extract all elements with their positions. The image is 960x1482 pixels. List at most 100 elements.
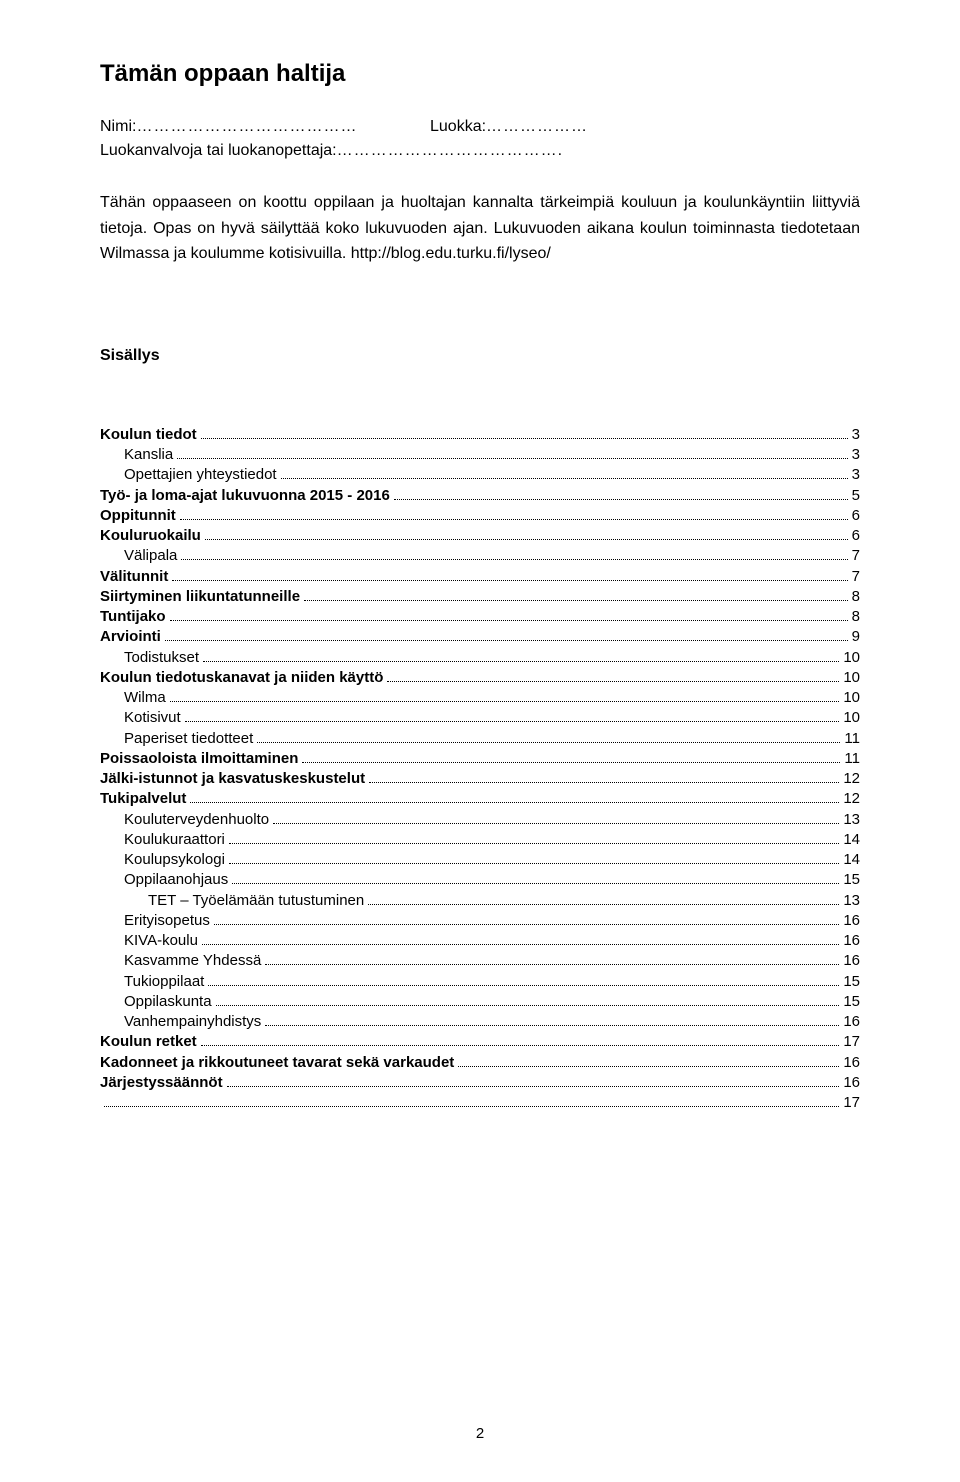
toc-dots bbox=[229, 863, 839, 864]
toc-dots bbox=[202, 944, 839, 945]
toc-page: 9 bbox=[852, 627, 860, 647]
toc-dots bbox=[180, 519, 848, 520]
toc-row: Kadonneet ja rikkoutuneet tavarat sekä v… bbox=[100, 1053, 860, 1073]
teacher-dots: …………………………………. bbox=[337, 142, 563, 159]
toc-row: Siirtyminen liikuntatunneille8 bbox=[100, 587, 860, 607]
toc-dots bbox=[257, 742, 840, 743]
toc-row: Työ- ja loma-ajat lukuvuonna 2015 - 2016… bbox=[100, 486, 860, 506]
toc-dots bbox=[170, 701, 840, 702]
toc-page: 15 bbox=[843, 870, 860, 890]
name-row: Nimi:………………………………… Luokka:……………… bbox=[100, 118, 860, 136]
toc-row: TET – Työelämään tutustuminen 13 bbox=[100, 891, 860, 911]
toc-row: Kanslia3 bbox=[100, 445, 860, 465]
toc-label: Jälki-istunnot ja kasvatuskeskustelut bbox=[100, 769, 365, 789]
toc-dots bbox=[177, 458, 847, 459]
toc-page: 6 bbox=[852, 526, 860, 546]
toc-page: 12 bbox=[843, 789, 860, 809]
toc-page: 16 bbox=[843, 1073, 860, 1093]
toc-label: Koulukuraattori bbox=[100, 830, 225, 850]
toc-label: Tukioppilaat bbox=[100, 972, 204, 992]
name-label: Nimi: bbox=[100, 118, 136, 135]
toc-page: 7 bbox=[852, 546, 860, 566]
toc-label: Erityisopetus bbox=[100, 911, 210, 931]
toc-dots bbox=[232, 883, 839, 884]
toc-row: Jälki-istunnot ja kasvatuskeskustelut 12 bbox=[100, 769, 860, 789]
toc-label: Työ- ja loma-ajat lukuvuonna 2015 - 2016 bbox=[100, 486, 390, 506]
toc-row: Koulukuraattori14 bbox=[100, 830, 860, 850]
toc-row: Koulun tiedot3 bbox=[100, 425, 860, 445]
toc-label: Todistukset bbox=[100, 648, 199, 668]
toc-label: Koulupsykologi bbox=[100, 850, 225, 870]
toc-row: Paperiset tiedotteet11 bbox=[100, 729, 860, 749]
toc-label: Kotisivut bbox=[100, 708, 181, 728]
toc-row: Poissaoloista ilmoittaminen 11 bbox=[100, 749, 860, 769]
toc-page: 7 bbox=[852, 567, 860, 587]
toc-label: Vanhempainyhdistys bbox=[100, 1012, 261, 1032]
toc-page: 10 bbox=[843, 668, 860, 688]
class-label: Luokka: bbox=[430, 118, 486, 135]
toc-row: Järjestyssäännöt 16 bbox=[100, 1073, 860, 1093]
toc-dots bbox=[214, 924, 839, 925]
toc-page: 6 bbox=[852, 506, 860, 526]
toc-row: Kotisivut 10 bbox=[100, 708, 860, 728]
toc-page: 5 bbox=[852, 486, 860, 506]
toc-page: 10 bbox=[843, 688, 860, 708]
toc-page: 15 bbox=[843, 972, 860, 992]
toc-row: Välitunnit 7 bbox=[100, 567, 860, 587]
toc-page: 13 bbox=[843, 891, 860, 911]
toc-label: Tuntijako bbox=[100, 607, 166, 627]
toc-label: Poissaoloista ilmoittaminen bbox=[100, 749, 298, 769]
toc-dots bbox=[170, 620, 848, 621]
toc-row: Koulupsykologi14 bbox=[100, 850, 860, 870]
toc-row: Oppilaskunta15 bbox=[100, 992, 860, 1012]
page-number: 2 bbox=[0, 1425, 960, 1442]
toc-row: Kouluruokailu 6 bbox=[100, 526, 860, 546]
toc-page: 17 bbox=[843, 1032, 860, 1052]
toc-page: 11 bbox=[844, 749, 860, 769]
toc-dots bbox=[458, 1066, 839, 1067]
toc-page: 16 bbox=[843, 1012, 860, 1032]
toc-row: Koulun tiedotuskanavat ja niiden käyttö1… bbox=[100, 668, 860, 688]
toc-label: Järjestyssäännöt bbox=[100, 1073, 223, 1093]
toc-dots bbox=[229, 843, 839, 844]
toc-label: Oppilaanohjaus bbox=[100, 870, 228, 890]
table-of-contents: Koulun tiedot3Kanslia3Opettajien yhteyst… bbox=[100, 425, 860, 1114]
toc-page: 16 bbox=[843, 931, 860, 951]
toc-label: Koulun retket bbox=[100, 1032, 197, 1052]
toc-label: Välipala bbox=[100, 546, 177, 566]
toc-dots bbox=[273, 823, 839, 824]
toc-dots bbox=[104, 1106, 839, 1107]
toc-label: Välitunnit bbox=[100, 567, 168, 587]
toc-page: 10 bbox=[843, 708, 860, 728]
toc-row: Tukioppilaat 15 bbox=[100, 972, 860, 992]
toc-row: Kasvamme Yhdessä16 bbox=[100, 951, 860, 971]
toc-dots bbox=[185, 721, 840, 722]
toc-page: 15 bbox=[843, 992, 860, 1012]
toc-dots bbox=[165, 640, 848, 641]
toc-row: Erityisopetus16 bbox=[100, 911, 860, 931]
toc-dots bbox=[172, 580, 847, 581]
toc-dots bbox=[208, 985, 839, 986]
toc-dots bbox=[369, 782, 839, 783]
toc-label: Arviointi bbox=[100, 627, 161, 647]
toc-label: Oppitunnit bbox=[100, 506, 176, 526]
toc-label: Kouluterveydenhuolto bbox=[100, 810, 269, 830]
toc-dots bbox=[227, 1086, 840, 1087]
toc-page: 3 bbox=[852, 445, 860, 465]
toc-label: Kouluruokailu bbox=[100, 526, 201, 546]
toc-row: Oppilaanohjaus 15 bbox=[100, 870, 860, 890]
toc-page: 8 bbox=[852, 607, 860, 627]
toc-label: KIVA-koulu bbox=[100, 931, 198, 951]
toc-page: 12 bbox=[843, 769, 860, 789]
toc-dots bbox=[368, 904, 839, 905]
toc-dots bbox=[201, 1045, 840, 1046]
toc-page: 17 bbox=[843, 1093, 860, 1113]
toc-title: Sisällys bbox=[100, 347, 860, 365]
name-dots: ………………………………… bbox=[136, 118, 357, 135]
toc-dots bbox=[203, 661, 839, 662]
toc-dots bbox=[265, 1025, 839, 1026]
toc-dots bbox=[201, 438, 848, 439]
toc-label: TET – Työelämään tutustuminen bbox=[100, 891, 364, 911]
toc-label: Opettajien yhteystiedot bbox=[100, 465, 277, 485]
teacher-row: Luokanvalvoja tai luokanopettaja:…………………… bbox=[100, 142, 860, 160]
